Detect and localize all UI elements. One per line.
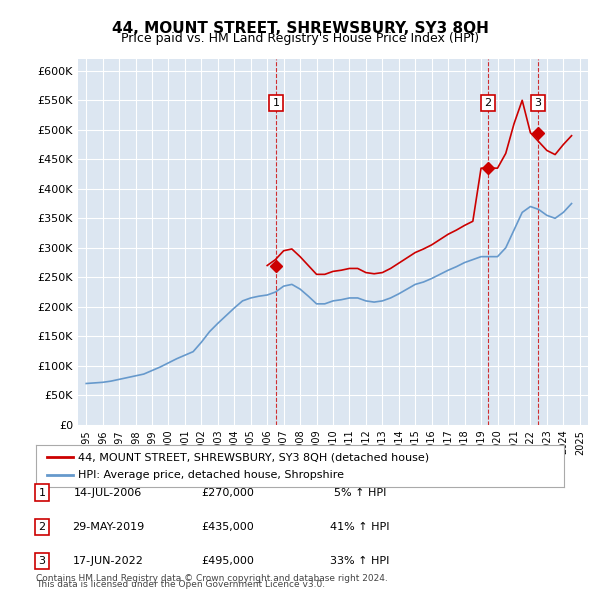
Text: 29-MAY-2019: 29-MAY-2019: [72, 522, 144, 532]
Text: £270,000: £270,000: [202, 488, 254, 497]
Text: £495,000: £495,000: [202, 556, 254, 566]
Text: HPI: Average price, detached house, Shropshire: HPI: Average price, detached house, Shro…: [78, 470, 344, 480]
Text: 3: 3: [535, 98, 541, 108]
Text: 44, MOUNT STREET, SHREWSBURY, SY3 8QH: 44, MOUNT STREET, SHREWSBURY, SY3 8QH: [112, 21, 488, 35]
Text: 1: 1: [272, 98, 280, 108]
Text: 2: 2: [484, 98, 491, 108]
Text: This data is licensed under the Open Government Licence v3.0.: This data is licensed under the Open Gov…: [36, 580, 325, 589]
Text: 1: 1: [38, 488, 46, 497]
Text: 14-JUL-2006: 14-JUL-2006: [74, 488, 142, 497]
Text: 44, MOUNT STREET, SHREWSBURY, SY3 8QH (detached house): 44, MOUNT STREET, SHREWSBURY, SY3 8QH (d…: [78, 452, 430, 462]
Text: 2: 2: [38, 522, 46, 532]
Text: £435,000: £435,000: [202, 522, 254, 532]
Text: 41% ↑ HPI: 41% ↑ HPI: [330, 522, 390, 532]
Text: 17-JUN-2022: 17-JUN-2022: [73, 556, 143, 566]
Text: 33% ↑ HPI: 33% ↑ HPI: [331, 556, 389, 566]
Text: Price paid vs. HM Land Registry's House Price Index (HPI): Price paid vs. HM Land Registry's House …: [121, 32, 479, 45]
Text: Contains HM Land Registry data © Crown copyright and database right 2024.: Contains HM Land Registry data © Crown c…: [36, 574, 388, 583]
Text: 3: 3: [38, 556, 46, 566]
Text: 5% ↑ HPI: 5% ↑ HPI: [334, 488, 386, 497]
